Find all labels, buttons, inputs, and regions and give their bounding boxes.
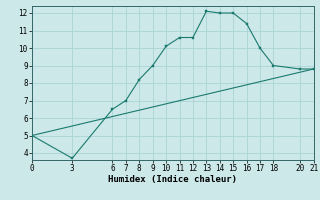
X-axis label: Humidex (Indice chaleur): Humidex (Indice chaleur) [108, 175, 237, 184]
